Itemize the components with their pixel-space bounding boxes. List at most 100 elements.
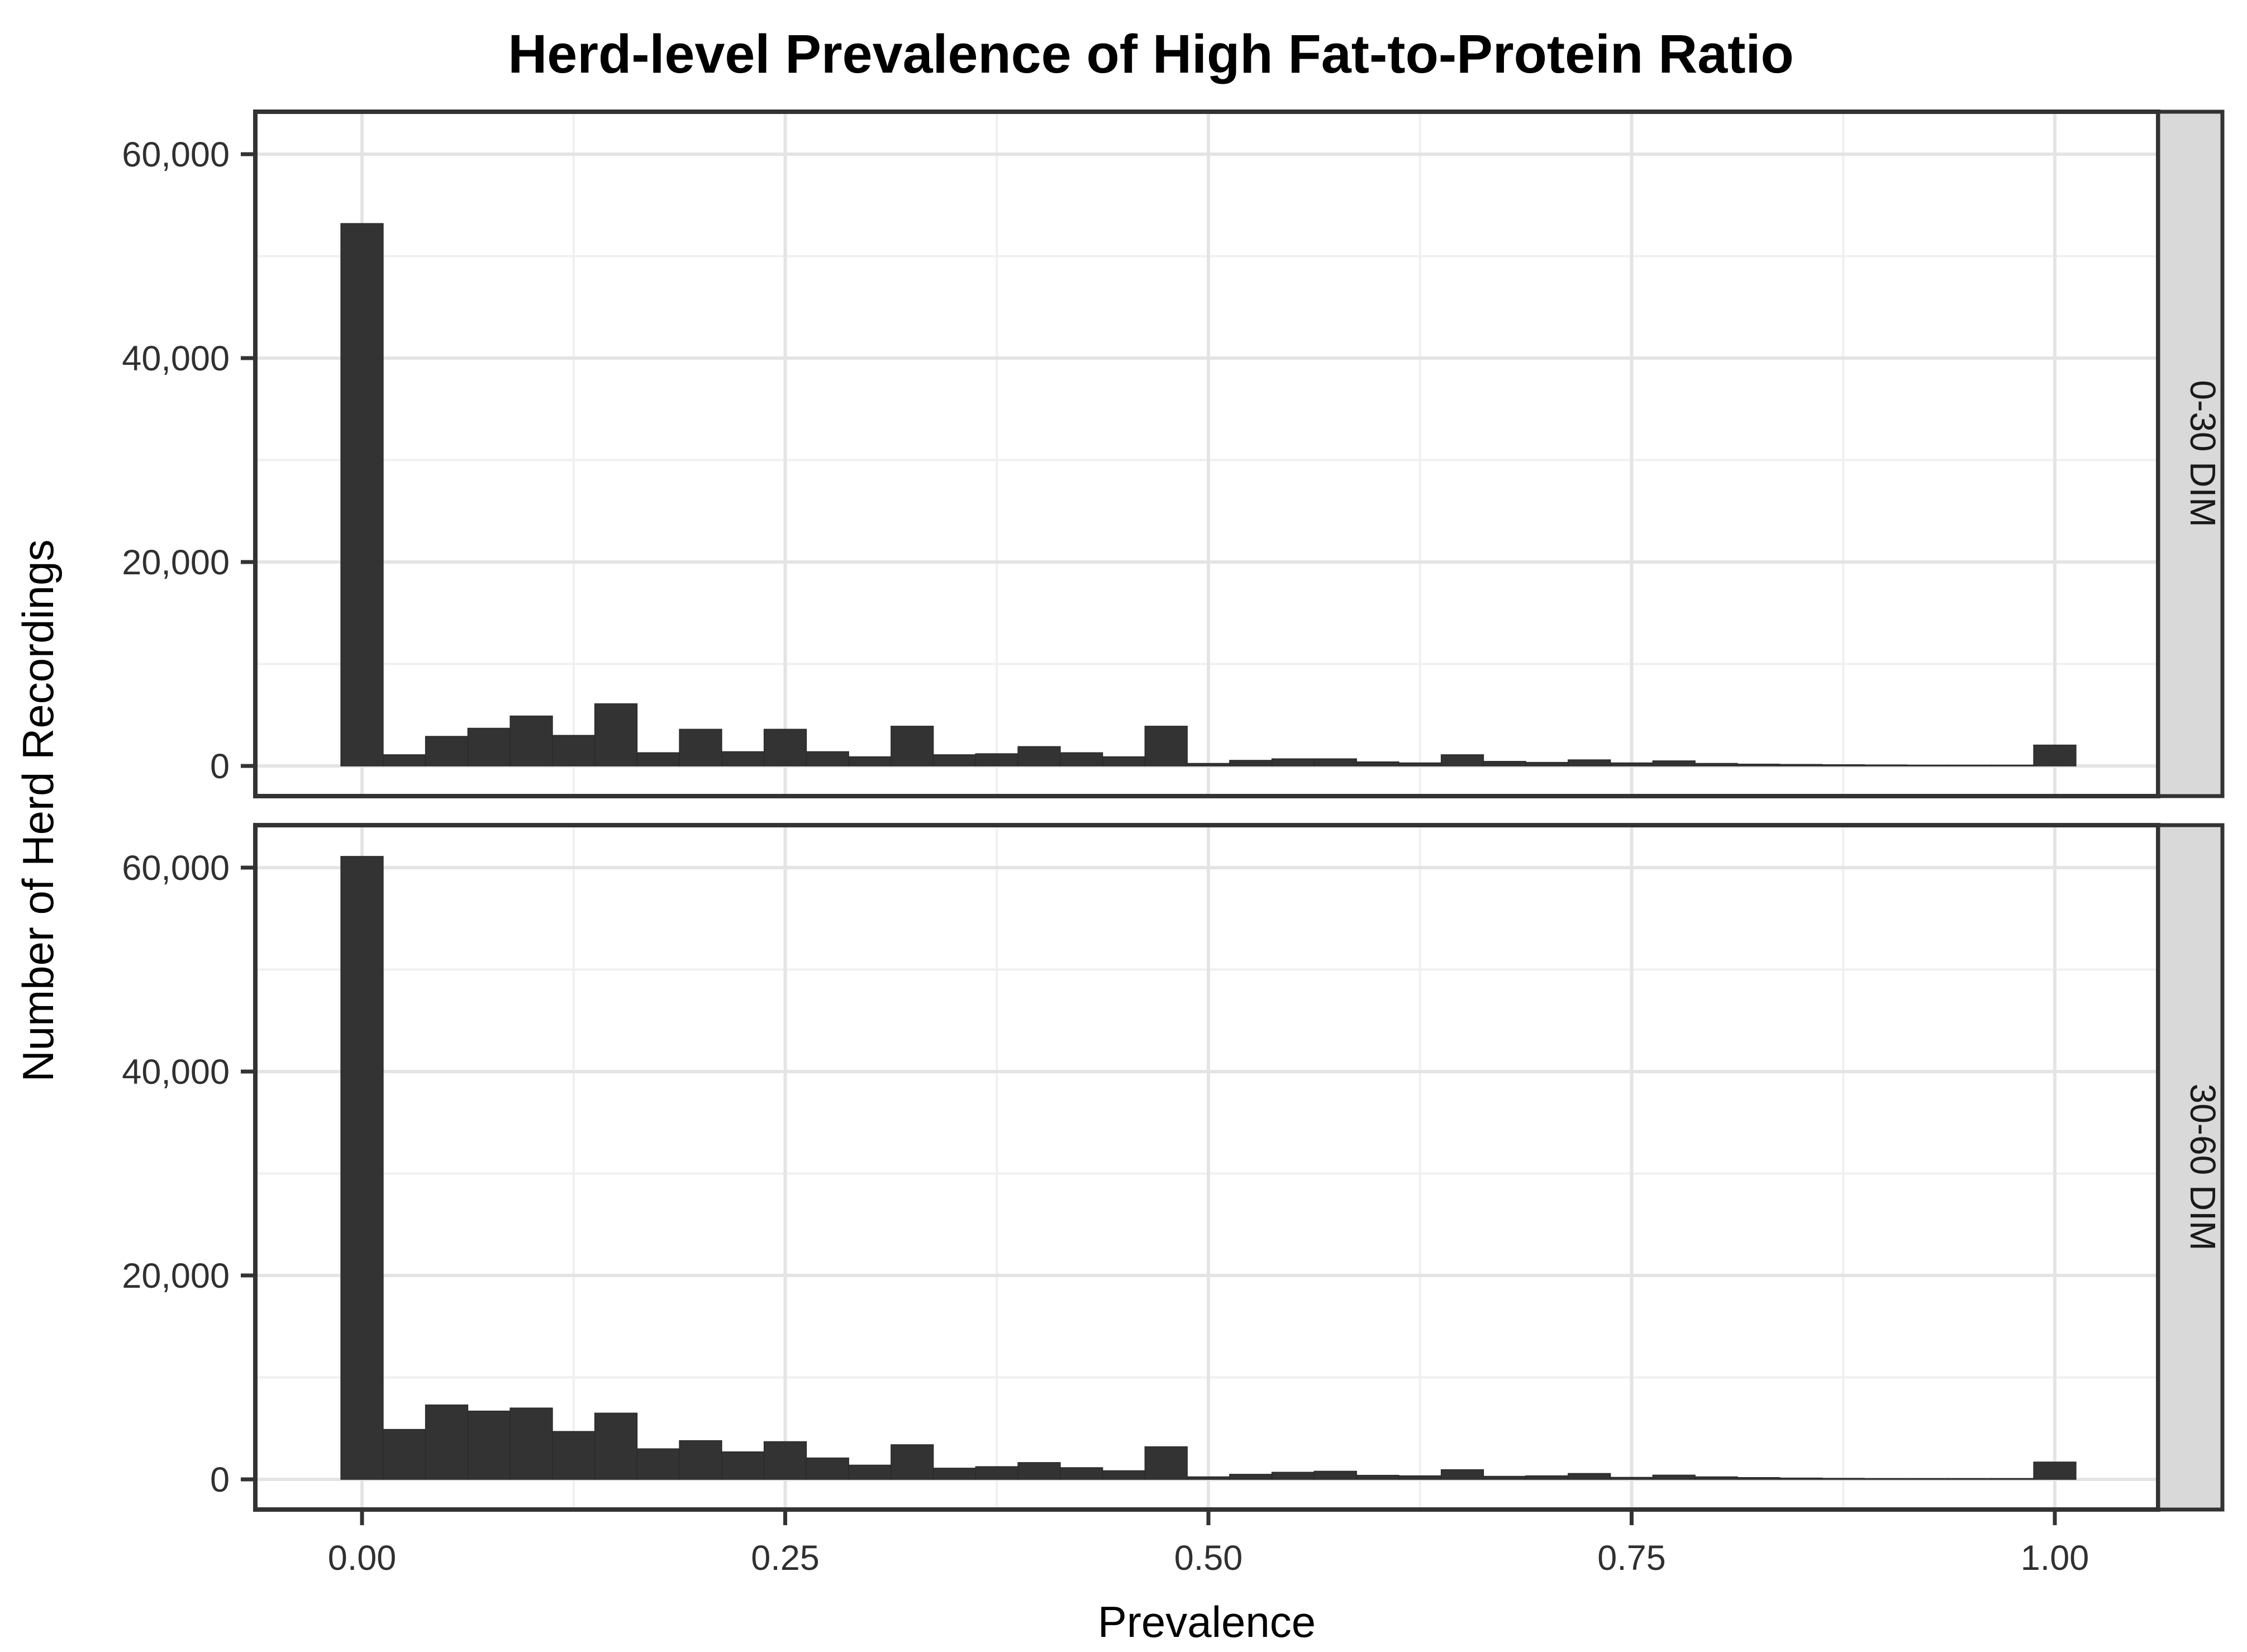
histogram-bar [1313,1470,1357,1480]
histogram-bar [1779,1477,1823,1480]
histogram-bar [1440,1469,1484,1480]
histogram-bar [510,715,553,767]
histogram-bar [1568,759,1611,767]
histogram-bar [1568,1473,1611,1480]
x-axis-title: Prevalence [1098,1597,1316,1646]
histogram-bar [1694,763,1738,767]
histogram-bar [1525,1475,1569,1480]
histogram-bar [340,223,384,767]
histogram-bar [467,727,511,767]
histogram-bar [763,1441,807,1480]
histogram-bar [1229,1474,1273,1480]
y-tick-label: 20,000 [122,543,230,582]
histogram-bar [1060,752,1103,767]
x-tick-label: 0.50 [1174,1539,1243,1578]
histogram-bar [510,1407,553,1480]
histogram-bar [1483,1475,1526,1480]
x-tick-label: 0.25 [751,1539,820,1578]
histogram-bar [383,754,426,767]
histogram-bar [1271,758,1315,767]
histogram-bar [1525,761,1569,767]
y-tick-label: 40,000 [122,1053,230,1092]
histogram-bar [806,751,849,767]
histogram-bar [679,729,722,767]
histogram-bar [1356,761,1399,767]
histogram-bar [1398,762,1442,767]
histogram-bar [1991,1478,2034,1480]
histogram-bar [1906,764,1950,767]
histogram-bar [1948,764,1992,767]
histogram-bar [721,1451,765,1480]
histogram-bar [636,752,680,767]
x-tick-label: 0.00 [328,1539,397,1578]
x-tick-label: 1.00 [2021,1539,2089,1578]
histogram-bar [1144,1446,1188,1480]
histogram-bar [2033,744,2077,767]
histogram-bar [1017,1462,1061,1480]
facet-strip [2156,110,2225,798]
histogram-bar [1440,754,1484,767]
y-tick-label: 0 [210,1460,230,1499]
histogram-bar [2033,1461,2077,1480]
histogram-bar [1398,1475,1442,1480]
histogram-bar [1483,761,1526,767]
histogram-bar [806,1457,849,1480]
histogram-bar [425,1405,469,1480]
histogram-bar [1187,763,1230,767]
x-tick-label: 0.75 [1597,1539,1666,1578]
histogram-bar [1737,763,1781,767]
histogram-bar [1737,1477,1781,1480]
histogram-bar [932,754,977,767]
y-tick-label: 20,000 [122,1256,230,1296]
histogram-bar [1229,760,1273,767]
histogram-bar [1313,758,1357,767]
histogram-bar [1864,764,1907,767]
histogram-bar [1652,760,1696,767]
histogram-bar [1356,1474,1399,1480]
histogram-bar [848,1464,892,1480]
y-tick-label: 60,000 [122,849,230,888]
facet-strip [2156,823,2225,1512]
histogram-bar [636,1448,680,1480]
histogram-bar [1906,1478,1950,1480]
chart-title: Herd-level Prevalence of High Fat-to-Pro… [508,23,1793,84]
panels-layer: 0 20,000 40,000 60,000 0 20,000 40,000 60,000 0.… [122,110,2225,1578]
histogram-bar [340,856,384,1480]
y-axis-title: Number of Herd Recordings [13,539,63,1082]
histogram-bar [891,1444,934,1480]
histogram-bar [1652,1474,1696,1480]
histogram-bar [1821,1478,1865,1480]
histogram-bar [1864,1478,1907,1480]
histogram-bar [383,1429,426,1480]
histogram-bar [594,1412,638,1480]
histogram-bar [425,736,469,767]
histogram-bar [1610,1477,1654,1480]
histogram-bar [1948,1478,1992,1480]
y-tick-label: 0 [210,747,230,786]
histogram-bar [1144,726,1188,767]
histogram-bar [932,1468,977,1480]
histogram-bar [1779,764,1823,767]
histogram-bar [975,1466,1018,1480]
histogram-bar [763,729,807,767]
histogram-bar [1610,762,1654,767]
histogram-bar [721,751,765,767]
histogram-bar [1060,1467,1103,1480]
facet-strip-label-top: 0-30 DIM [2183,380,2223,527]
histogram-bar [552,1431,596,1480]
histogram-bar [1991,764,2034,767]
histogram-bar [594,703,638,767]
histogram-bar [1694,1476,1738,1480]
histogram-bar [1102,756,1146,767]
histogram-bar [1017,746,1061,767]
histogram-bar [1187,1476,1230,1480]
histogram-bar [1821,764,1865,767]
y-tick-label: 60,000 [122,135,230,174]
histogram-bar [975,753,1018,767]
y-tick-label: 40,000 [122,339,230,378]
histogram-bar [891,726,934,767]
facet-strip-label-bottom: 30-60 DIM [2183,1084,2223,1251]
histogram-bar [1271,1472,1315,1480]
